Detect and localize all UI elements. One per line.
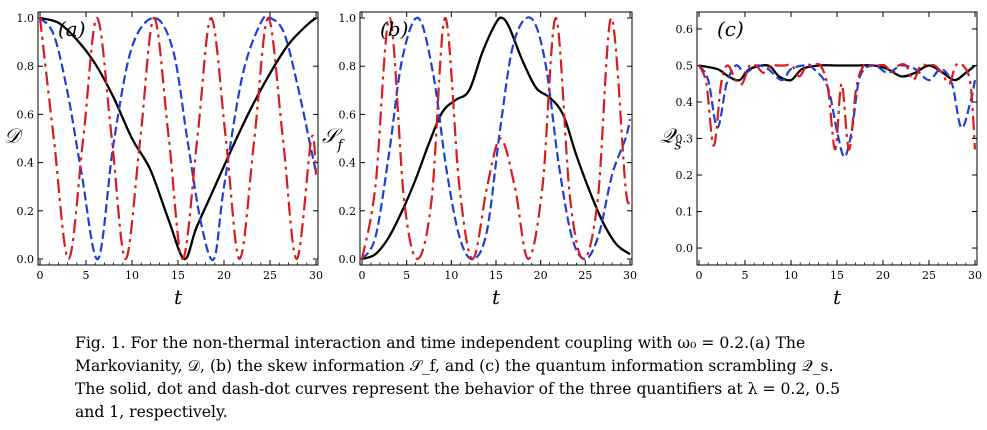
y-tick-label: 0.6 xyxy=(339,108,357,121)
caption-line-4: and 1, respectively. xyxy=(75,403,228,421)
y-tick-label: 0.1 xyxy=(676,206,694,219)
x-tick-label: 15 xyxy=(171,269,185,282)
y-tick-label: 0.0 xyxy=(676,242,694,255)
y-tick-label: 0.3 xyxy=(676,133,694,146)
x-tick-label: 30 xyxy=(309,269,323,282)
x-tick-label: 25 xyxy=(263,269,277,282)
y-tick-label: 1.0 xyxy=(17,12,35,25)
x-tick-label: 20 xyxy=(876,269,890,282)
y-tick-label: 0.2 xyxy=(676,169,694,182)
y-tick-label: 0.8 xyxy=(339,60,357,73)
x-tick-label: 5 xyxy=(403,269,410,282)
chart-panel-1: 0 5 10 15 20 25 30 0.0 0.2 0.4 0.6 0.8 1.0 (a) t 𝒟 xyxy=(4,11,323,309)
y-axis-label: 𝒟 xyxy=(4,124,24,148)
plot-frame xyxy=(359,11,633,266)
figure: 0 5 10 15 20 25 30 0.0 0.2 0.4 0.6 0.8 1.0 (a) t 𝒟 0 5 10 1… xyxy=(4,11,982,309)
y-tick-label: 1.0 xyxy=(339,12,357,25)
x-tick-label: 30 xyxy=(968,269,982,282)
y-axis-label-subscript: f xyxy=(336,138,345,154)
chart-panel-2: 0 5 10 15 20 25 30 0.0 0.2 0.4 0.6 0.8 1.0 (b) t 𝒮f xyxy=(322,11,637,309)
caption-line-3: The solid, dot and dash-dot curves repre… xyxy=(75,380,841,398)
y-tick-label: 0.4 xyxy=(676,96,694,109)
y-tick-label: 0.4 xyxy=(339,157,357,170)
series-dot-line xyxy=(698,64,977,158)
chart-panel-3: 0 5 10 15 20 25 30 0.0 0.1 0.2 0.3 0.4 0.5 0.6 (c) t 𝒬s xyxy=(660,11,982,309)
panel-tag: (b) xyxy=(380,17,408,41)
x-axis-label: t xyxy=(174,285,183,309)
y-tick-label: 0.4 xyxy=(17,157,35,170)
caption-line-2: Markovianity, 𝒟, (b) the skew informatio… xyxy=(75,357,834,375)
x-tick-label: 30 xyxy=(623,269,637,282)
x-tick-label: 10 xyxy=(784,269,798,282)
y-tick-label: 0.0 xyxy=(17,253,35,266)
x-tick-label: 10 xyxy=(444,269,458,282)
panel-tag: (c) xyxy=(717,17,744,41)
x-tick-label: 5 xyxy=(83,269,90,282)
series-dashdot-line xyxy=(697,62,977,151)
y-tick-label: 0.2 xyxy=(339,205,357,218)
x-tick-label: 20 xyxy=(217,269,231,282)
x-tick-label: 10 xyxy=(125,269,139,282)
y-tick-label: 0.6 xyxy=(676,23,694,36)
x-tick-label: 25 xyxy=(922,269,936,282)
caption-line-1: Fig. 1. For the non-thermal interaction … xyxy=(75,334,806,352)
plot-frame xyxy=(37,11,319,266)
series-dashdot-line xyxy=(38,16,318,261)
series-solid-line xyxy=(698,64,976,82)
series-solid-line xyxy=(39,16,317,261)
y-tick-label: 0.2 xyxy=(17,205,35,218)
series-dot-line xyxy=(361,16,632,261)
x-tick-label: 0 xyxy=(359,269,366,282)
x-tick-label: 0 xyxy=(696,269,703,282)
series-solid-line xyxy=(361,16,631,261)
y-tick-label: 0.5 xyxy=(676,59,694,72)
x-tick-label: 25 xyxy=(578,269,592,282)
figure-caption: Fig. 1. For the non-thermal interaction … xyxy=(75,332,925,424)
panel-tag: (a) xyxy=(58,17,86,41)
series-dashdot-line xyxy=(360,16,632,261)
x-tick-label: 15 xyxy=(489,269,503,282)
x-tick-label: 20 xyxy=(534,269,548,282)
x-tick-label: 0 xyxy=(37,269,44,282)
y-tick-label: 0.8 xyxy=(17,60,35,73)
y-tick-label: 0.0 xyxy=(339,253,357,266)
y-axis-label: 𝒮f xyxy=(322,124,345,154)
y-axis-label-subscript: s xyxy=(674,138,681,154)
x-axis-label: t xyxy=(492,285,501,309)
x-tick-label: 5 xyxy=(742,269,749,282)
series-dot-line xyxy=(39,15,318,262)
x-axis-label: t xyxy=(833,285,842,309)
y-axis-label: 𝒬s xyxy=(660,124,682,154)
x-tick-label: 15 xyxy=(830,269,844,282)
y-tick-label: 0.6 xyxy=(17,108,35,121)
